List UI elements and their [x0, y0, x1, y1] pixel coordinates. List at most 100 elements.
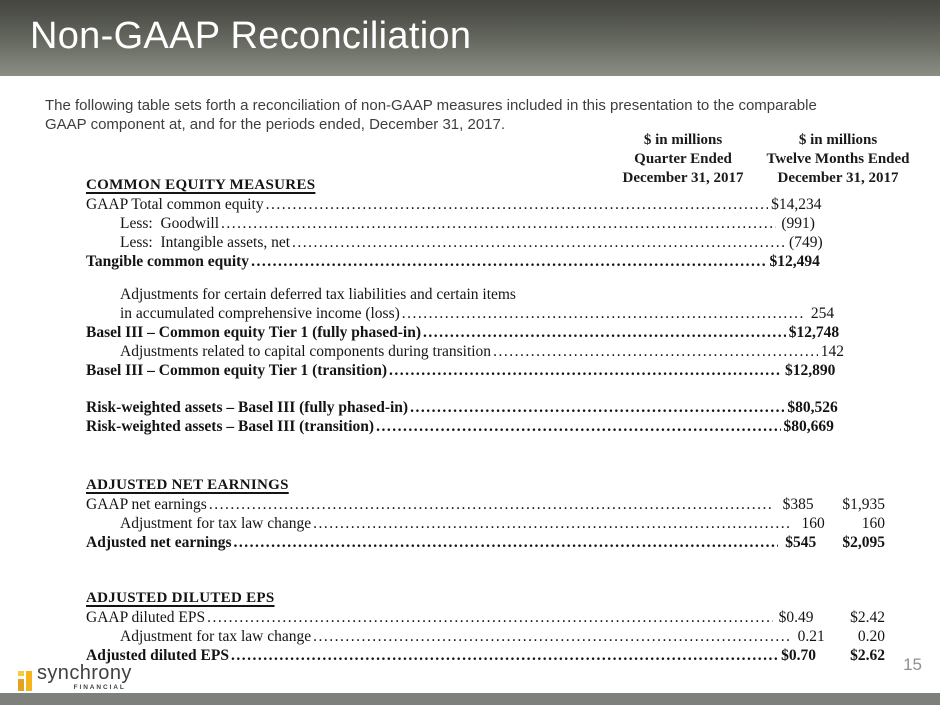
bottom-bar — [0, 693, 940, 705]
column-header-quarter-ended: $ in millions Quarter Ended December 31,… — [597, 131, 769, 188]
row-label: Tangible common equity — [86, 253, 250, 270]
dot-leader — [410, 398, 784, 417]
row-value-quarter: $0.70 — [781, 647, 817, 664]
spacer — [86, 552, 885, 589]
row-value-quarter: $385 — [782, 496, 814, 513]
row-value-quarter: $14,234 — [771, 196, 822, 213]
section-heading-adjusted-diluted-eps: ADJUSTED DILUTED EPS — [86, 589, 885, 608]
row-label: Basel III – Common equity Tier 1 (fully … — [86, 324, 422, 341]
intro-line-2: GAAP component at, and for the periods e… — [45, 116, 506, 133]
row-label: Adjusted net earnings — [86, 534, 232, 551]
row-label: Less: Intangible assets, net — [120, 234, 291, 251]
column-unit: $ in millions — [643, 132, 723, 148]
column-period: Quarter Ended — [634, 151, 732, 167]
section-heading-common-equity-measures: COMMON EQUITY MEASURES — [86, 176, 885, 195]
row-label: Less: Goodwill — [120, 215, 220, 232]
section-heading-label: ADJUSTED NET EARNINGS — [86, 477, 289, 493]
table-row-rwa-fully-phased-in: Risk-weighted assets – Basel III (fully … — [86, 398, 885, 417]
table-row-less-goodwill: Less: Goodwill (991) — [86, 214, 885, 233]
row-value-quarter: $0.49 — [778, 609, 814, 626]
reconciliation-table: COMMON EQUITY MEASURES GAAP Total common… — [86, 176, 885, 665]
table-row-adjusted-diluted-eps: Adjusted diluted EPS $0.70 $2.62 — [86, 646, 885, 665]
row-value-quarter: 254 — [810, 305, 835, 322]
row-value-quarter: $80,669 — [783, 418, 834, 435]
section-heading-label: ADJUSTED DILUTED EPS — [86, 590, 275, 606]
row-value-quarter: 142 — [820, 343, 844, 360]
table-row-gaap-net-earnings: GAAP net earnings $385 $1,935 — [86, 495, 885, 514]
dot-leader — [313, 627, 790, 646]
dot-leader — [313, 514, 790, 533]
spacer — [86, 380, 885, 398]
row-value-twelve-months: 160 — [861, 515, 885, 532]
row-label: Basel III – Common equity Tier 1 (transi… — [86, 362, 387, 379]
dot-leader — [209, 495, 774, 514]
section-heading-label: COMMON EQUITY MEASURES — [86, 177, 316, 193]
dot-leader — [234, 533, 778, 552]
row-value-quarter: 160 — [801, 515, 825, 532]
logo-sub-text: FINANCIAL — [73, 684, 126, 691]
row-value-quarter: (749) — [789, 234, 823, 251]
dot-leader — [423, 323, 786, 342]
row-value-twelve-months: 0.20 — [857, 628, 885, 645]
row-value-twelve-months: $2,095 — [842, 534, 885, 551]
dot-leader — [231, 646, 777, 665]
row-value-twelve-months: $1,935 — [842, 496, 885, 513]
row-value-quarter: $12,494 — [769, 253, 820, 270]
dot-leader — [266, 195, 769, 214]
row-label: Adjustments related to capital component… — [120, 343, 492, 360]
intro-text: The following table sets forth a reconci… — [45, 96, 905, 134]
row-value-quarter: $12,748 — [788, 324, 840, 341]
spacer — [86, 271, 885, 285]
row-value-quarter: $12,890 — [784, 362, 836, 379]
row-label: Adjustment for tax law change — [120, 515, 312, 532]
row-value-quarter: 0.21 — [797, 628, 825, 645]
row-value-quarter: $545 — [785, 534, 817, 551]
dot-leader — [292, 233, 786, 252]
synchrony-wordmark: synchrony FINANCIAL — [37, 662, 132, 691]
synchrony-logo-icon — [18, 667, 33, 691]
row-value-twelve-months: $2.42 — [850, 609, 885, 626]
row-label: Risk-weighted assets – Basel III (fully … — [86, 399, 409, 416]
row-label: Risk-weighted assets – Basel III (transi… — [86, 418, 375, 435]
table-row-basel-iii-tier1-fully-phased-in: Basel III – Common equity Tier 1 (fully … — [86, 323, 885, 342]
dot-leader — [207, 608, 773, 627]
column-header-twelve-months-ended: $ in millions Twelve Months Ended Decemb… — [749, 131, 927, 188]
logo-brand-text: synchrony — [37, 662, 132, 684]
slide-title: Non-GAAP Reconciliation — [30, 15, 472, 57]
synchrony-financial-logo: synchrony FINANCIAL — [18, 662, 132, 691]
table-row-gaap-total-common-equity: GAAP Total common equity $14,234 — [86, 195, 885, 214]
table-row-adjusted-net-earnings: Adjusted net earnings $545 $2,095 — [86, 533, 885, 552]
column-date: December 31, 2017 — [777, 170, 899, 186]
slide-title-bar: Non-GAAP Reconciliation — [0, 0, 940, 76]
spacer — [86, 436, 885, 476]
table-row-adjustment-tax-law-change-earnings: Adjustment for tax law change 160 160 — [86, 514, 885, 533]
section-heading-adjusted-net-earnings: ADJUSTED NET EARNINGS — [86, 476, 885, 495]
dot-leader — [376, 417, 780, 436]
table-row-less-intangible-assets: Less: Intangible assets, net (749) — [86, 233, 885, 252]
dot-leader — [389, 361, 782, 380]
table-row-tangible-common-equity: Tangible common equity $12,494 — [86, 252, 885, 271]
row-value-quarter: $80,526 — [787, 399, 838, 416]
table-row-rwa-transition: Risk-weighted assets – Basel III (transi… — [86, 417, 885, 436]
row-label: GAAP diluted EPS — [86, 609, 206, 626]
table-row-adjustments-deferred-tax-line2: in accumulated comprehensive income (los… — [86, 304, 885, 323]
row-label: Adjustments for certain deferred tax lia… — [120, 286, 516, 303]
dot-leader — [493, 342, 818, 361]
column-unit: $ in millions — [798, 132, 878, 148]
table-row-basel-iii-tier1-transition: Basel III – Common equity Tier 1 (transi… — [86, 361, 885, 380]
dot-leader — [251, 252, 766, 271]
table-row-gaap-diluted-eps: GAAP diluted EPS $0.49 $2.42 — [86, 608, 885, 627]
table-row-adjustments-capital-components: Adjustments related to capital component… — [86, 342, 885, 361]
page-number: 15 — [903, 655, 922, 674]
dot-leader — [221, 214, 776, 233]
table-row-adjustments-deferred-tax-line1: Adjustments for certain deferred tax lia… — [86, 285, 885, 304]
row-value-quarter: (991) — [781, 215, 815, 232]
row-label: in accumulated comprehensive income (los… — [120, 305, 400, 322]
column-period: Twelve Months Ended — [766, 151, 910, 167]
dot-leader — [402, 304, 805, 323]
intro-line-1: The following table sets forth a reconci… — [45, 97, 817, 114]
row-label: Adjusted diluted EPS — [86, 647, 229, 664]
row-value-twelve-months: $2.62 — [850, 647, 885, 664]
row-label: GAAP Total common equity — [86, 196, 264, 213]
